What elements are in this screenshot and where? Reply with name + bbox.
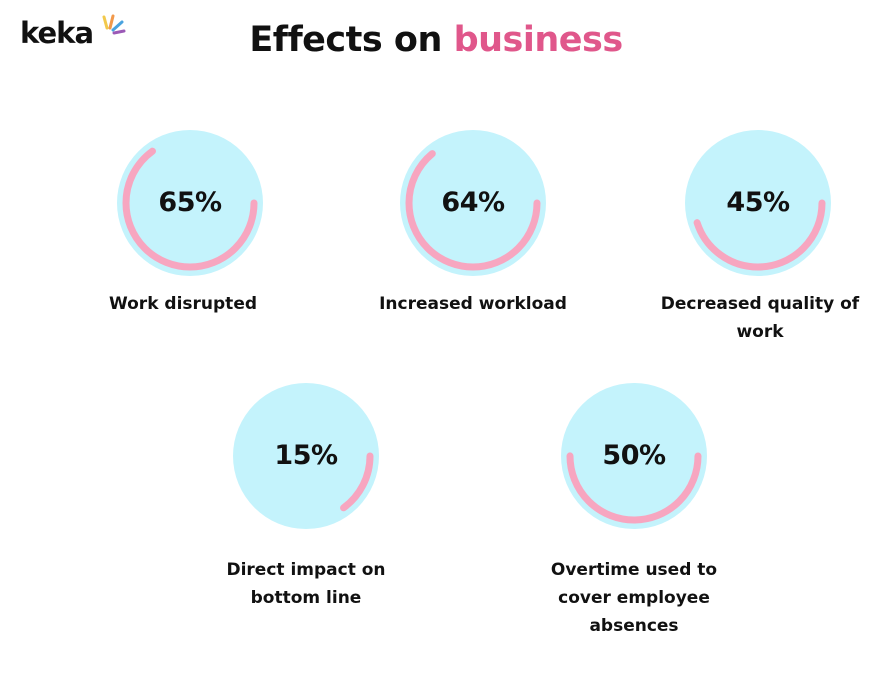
- radial-progress: [117, 130, 263, 276]
- stat-value: 50%: [602, 440, 666, 471]
- stat-circle-decreased-quality: 45%: [684, 129, 832, 277]
- stat-value: 65%: [158, 187, 222, 218]
- page-title: Effects on business: [0, 20, 872, 60]
- stat-circle-overtime: 50%: [560, 382, 708, 530]
- stat-label: Direct impact on bottom line: [226, 560, 386, 608]
- stat-label: Decreased quality of work: [660, 294, 860, 342]
- stat-value: 64%: [441, 187, 505, 218]
- title-main: Effects on: [249, 20, 454, 60]
- radial-progress: [685, 130, 831, 276]
- stat-label: Work disrupted: [108, 294, 258, 314]
- radial-progress: [561, 383, 707, 529]
- stat-circle-bottom-line: 15%: [232, 382, 380, 530]
- stat-label: Overtime used to cover employee absences: [550, 560, 718, 636]
- stat-label: Increased workload: [379, 294, 567, 314]
- radial-progress: [233, 383, 379, 529]
- sparkle-rays-icon: [102, 14, 126, 35]
- stat-value: 15%: [274, 440, 338, 471]
- logo-text: keka: [20, 16, 94, 50]
- radial-progress: [400, 130, 546, 276]
- stat-circle-increased-workload: 64%: [399, 129, 547, 277]
- title-accent: business: [453, 20, 624, 60]
- stat-circle-work-disrupted: 65%: [116, 129, 264, 277]
- stat-value: 45%: [726, 187, 790, 218]
- keka-logo: keka: [20, 14, 126, 54]
